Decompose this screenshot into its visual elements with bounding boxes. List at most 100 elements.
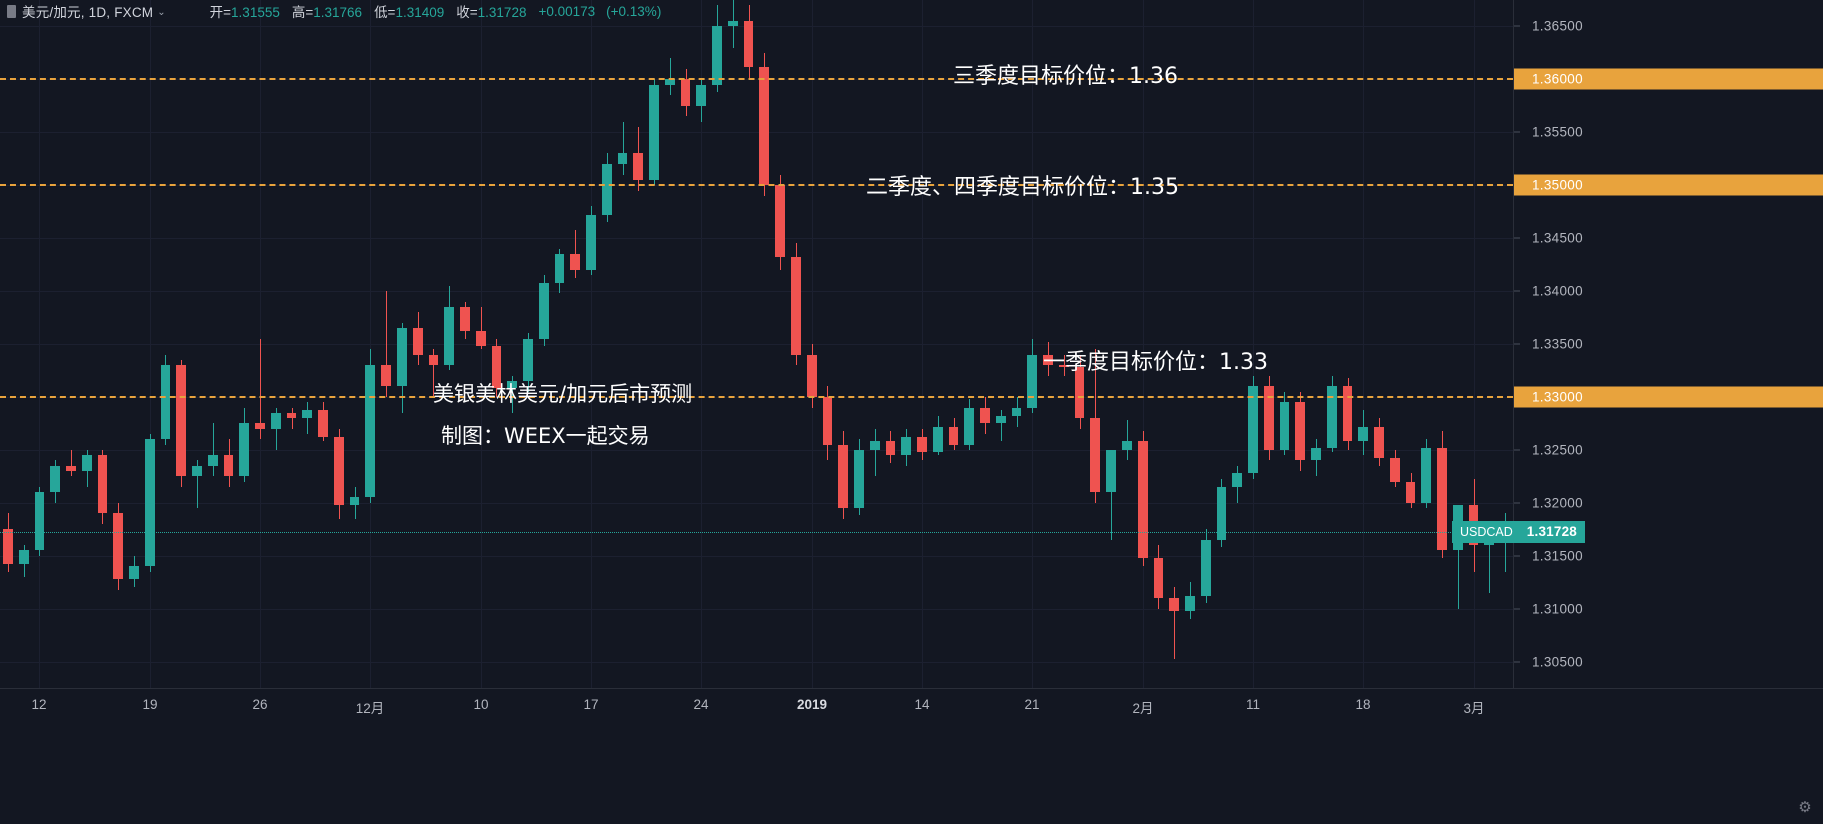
symbol-block[interactable]: 美元/加元, 1D, FXCM ⌄ bbox=[0, 1, 168, 21]
date-tick-label: 19 bbox=[142, 697, 158, 712]
candle-body bbox=[507, 381, 518, 389]
candle-wick bbox=[623, 121, 624, 175]
candle-body bbox=[1405, 481, 1416, 503]
candle-body bbox=[1169, 598, 1180, 611]
candle-body bbox=[523, 338, 533, 382]
gridline bbox=[1143, 0, 1144, 688]
candle-body bbox=[1232, 473, 1243, 487]
target-level-line[interactable] bbox=[0, 78, 1513, 81]
change-value: +0.00173 bbox=[538, 3, 596, 19]
candle-body bbox=[2, 529, 13, 565]
candle-body bbox=[617, 153, 628, 165]
candle-body bbox=[948, 426, 959, 445]
candle-body bbox=[791, 257, 801, 355]
candle-body bbox=[712, 26, 722, 85]
chart-plot-area[interactable] bbox=[0, 0, 1513, 688]
q1-target-annotation[interactable]: 一季度目标价位：1.33 bbox=[1043, 350, 1268, 375]
price-tick-label: 1.35500 bbox=[1532, 124, 1583, 140]
candle-body bbox=[838, 444, 849, 509]
candle-body bbox=[885, 441, 896, 456]
date-tick-label: 2019 bbox=[796, 697, 828, 712]
candle-wick bbox=[1127, 420, 1128, 461]
current-price-badge-box[interactable]: USDCAD 1.31728 bbox=[1452, 520, 1585, 543]
target-level-label[interactable]: 1.33000 bbox=[1514, 386, 1823, 408]
axis-tick-mark bbox=[1514, 555, 1520, 557]
candle-body bbox=[1216, 486, 1227, 540]
candle-body bbox=[869, 441, 880, 450]
gridline bbox=[701, 0, 702, 688]
gear-icon[interactable]: ⚙ bbox=[1798, 799, 1812, 816]
candle-body bbox=[223, 455, 234, 477]
candle-body bbox=[932, 426, 943, 452]
candle-wick bbox=[307, 402, 308, 434]
gridline bbox=[0, 132, 1513, 134]
price-tick-label: 1.30500 bbox=[1532, 654, 1583, 670]
open-label: 开= bbox=[209, 5, 232, 20]
time-axis[interactable]: 12 19 26 12月 10 17 24 2019 14 21 2月 11 18 3月 ⚙ bbox=[0, 688, 1823, 824]
q3-target-annotation[interactable]: 三季度目标价位：1.36 bbox=[953, 64, 1178, 89]
candle-body bbox=[239, 423, 250, 477]
price-line bbox=[0, 531, 1513, 533]
candle-body bbox=[1295, 402, 1306, 461]
symbol-label: 美元/加元, 1D, FXCM bbox=[22, 5, 154, 20]
price-axis[interactable]: 1.36500 1.35500 1.34500 1.34000 1.33500 1.325… bbox=[1513, 0, 1823, 688]
candle-wick bbox=[670, 58, 671, 96]
candle-wick bbox=[1458, 542, 1459, 609]
candle-body bbox=[192, 465, 202, 477]
gridline bbox=[0, 661, 1513, 663]
forecast-title-annotation[interactable]: 美银美林美元/加元后市预测 bbox=[433, 382, 693, 406]
price-badge-value: 1.31728 bbox=[1526, 523, 1577, 539]
candle-body bbox=[255, 423, 265, 429]
candle-body bbox=[412, 328, 423, 355]
axis-tick-mark bbox=[1514, 449, 1520, 451]
axis-tick-mark bbox=[1514, 237, 1520, 239]
candle-body bbox=[207, 455, 218, 466]
open-value: 1.31555 bbox=[231, 5, 280, 20]
close-label: 收= bbox=[456, 5, 478, 20]
chevron-down-icon[interactable]: ⌄ bbox=[157, 6, 166, 18]
candle-body bbox=[806, 354, 817, 397]
candle-body bbox=[1263, 386, 1274, 450]
candle-body bbox=[428, 354, 439, 366]
axis-tick-mark bbox=[1514, 343, 1520, 345]
candle-wick bbox=[481, 306, 482, 350]
candle-body bbox=[775, 185, 786, 258]
target-level-line[interactable] bbox=[0, 395, 1513, 398]
candle-body bbox=[1185, 595, 1195, 611]
gridline bbox=[0, 608, 1513, 610]
candle-body bbox=[727, 21, 738, 27]
low-value: 1.31409 bbox=[395, 5, 445, 20]
candle-body bbox=[649, 84, 659, 180]
date-tick-label: 24 bbox=[693, 697, 709, 712]
axis-tick-mark bbox=[1514, 290, 1520, 292]
gridline bbox=[0, 449, 1513, 451]
gridline bbox=[1253, 0, 1254, 688]
chart-legend: 美元/加元, 1D, FXCM ⌄ 开=1.31555 高=1.31766 低=… bbox=[0, 0, 661, 22]
q2-q4-target-annotation[interactable]: 二季度、四季度目标价位：1.35 bbox=[866, 175, 1179, 200]
candle-wick bbox=[386, 291, 387, 397]
date-tick-label: 21 bbox=[1024, 697, 1040, 712]
candle-body bbox=[160, 365, 171, 440]
high-label: 高= bbox=[291, 5, 314, 20]
target-level-label[interactable]: 1.35000 bbox=[1514, 174, 1823, 196]
candle-wick bbox=[1174, 587, 1175, 660]
candle-body bbox=[97, 455, 108, 514]
candle-body bbox=[365, 365, 376, 498]
candle-body bbox=[759, 66, 770, 186]
candle-body bbox=[113, 513, 124, 579]
eye-icon[interactable] bbox=[7, 4, 16, 18]
candle-body bbox=[633, 153, 644, 180]
candle-body bbox=[995, 415, 1006, 424]
credit-annotation[interactable]: 制图：WEEX一起交易 bbox=[441, 424, 650, 448]
candle-body bbox=[318, 409, 328, 438]
gridline bbox=[0, 344, 1513, 345]
candle-body bbox=[270, 412, 281, 429]
candle-body bbox=[397, 328, 407, 387]
target-level-label[interactable]: 1.36000 bbox=[1514, 68, 1823, 90]
target-level-line[interactable] bbox=[0, 184, 1513, 187]
candle-body bbox=[1421, 447, 1432, 503]
candle-body bbox=[1027, 354, 1038, 408]
candle-wick bbox=[1111, 471, 1112, 540]
candle-body bbox=[664, 79, 675, 85]
price-badge-symbol: USDCAD bbox=[1460, 524, 1513, 539]
